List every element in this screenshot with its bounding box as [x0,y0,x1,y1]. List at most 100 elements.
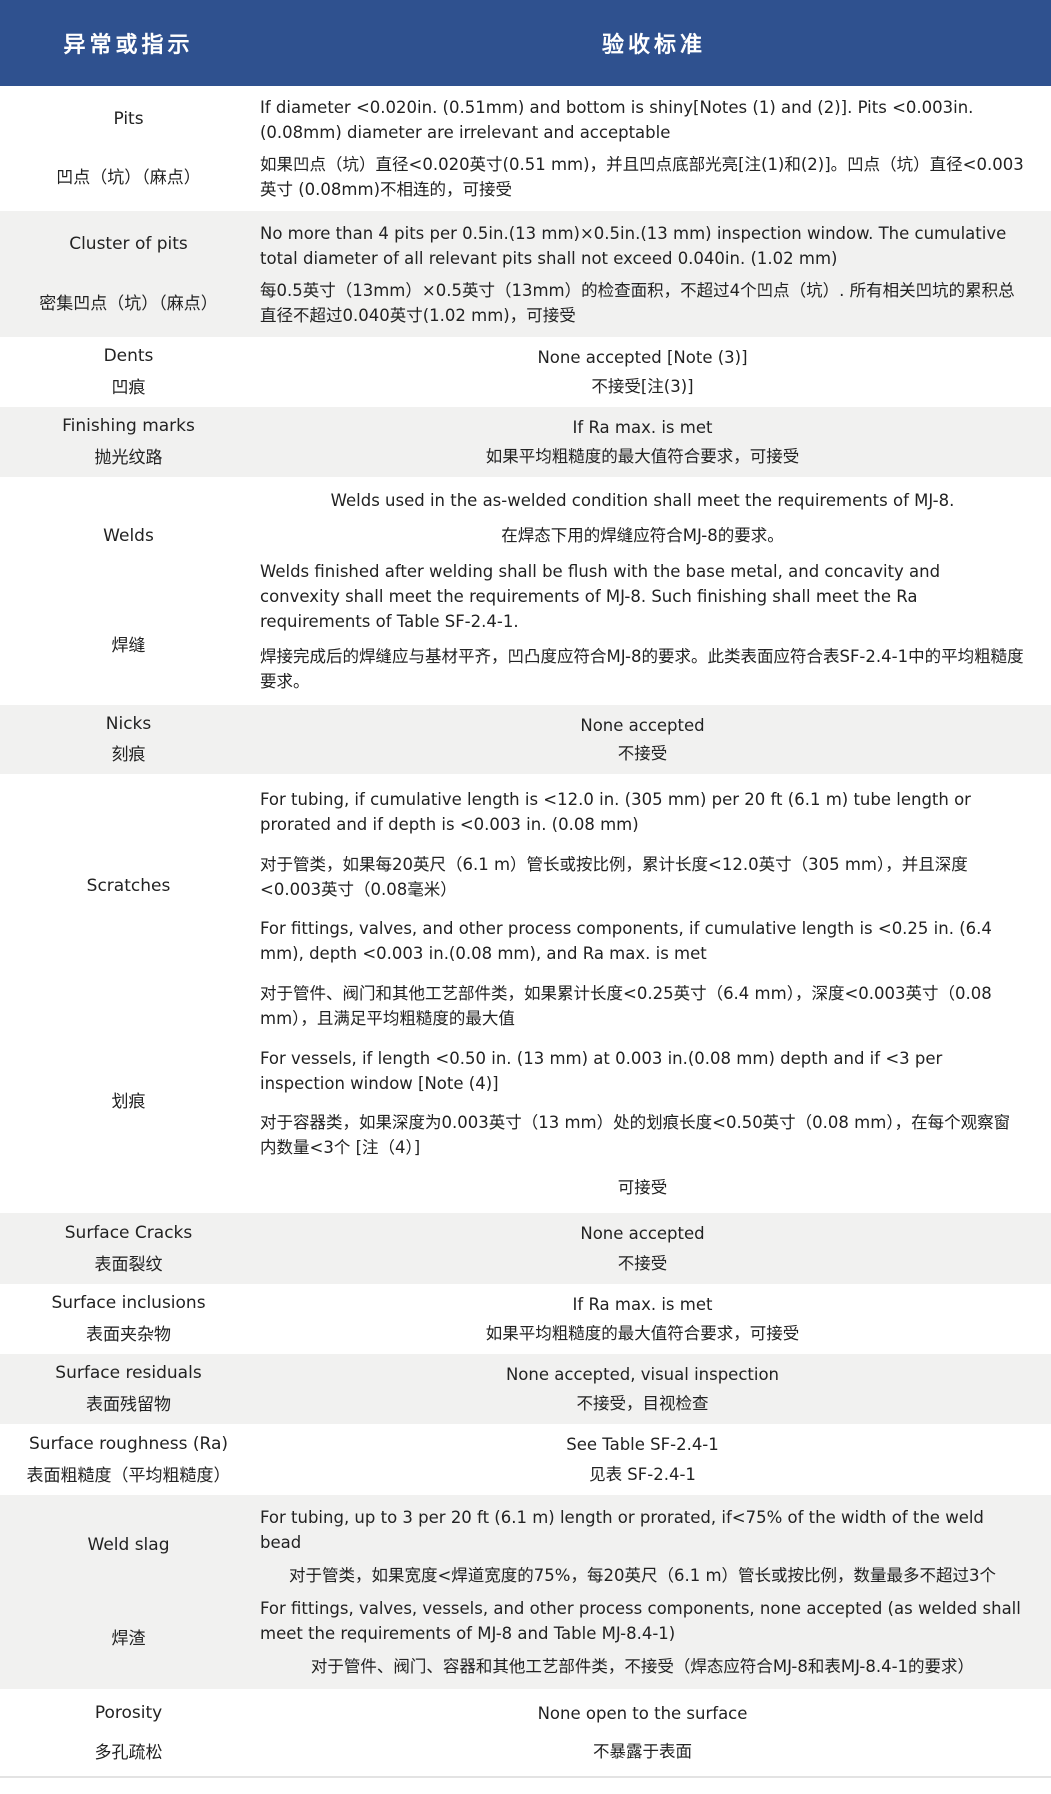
indication-cell: Surface residuals 表面残留物 [0,1354,257,1424]
indication-zh: 密集凹点（坑）（麻点） [39,293,218,314]
criteria-text: None accepted, visual inspection [505,1365,780,1384]
table-row: Surface roughness (Ra) 表面粗糙度（平均粗糙度） See Ta… [0,1424,1051,1495]
indication-en: Surface Cracks [64,1222,193,1243]
indication-en: Welds [103,525,154,546]
criteria-text: For fittings, valves, vessels, and other… [260,1599,1021,1643]
table-row: Porosity 多孔疏松 None open to the surface 不暴露于… [0,1689,1051,1776]
indication-zh: 抛光纹路 [94,447,163,468]
indication-cell: Surface Cracks 表面裂纹 [0,1213,257,1284]
criteria-text: 可接受 [617,1177,668,1197]
table-row: Scratches 划痕 For tubing, if cumulative len… [0,774,1051,1213]
indication-en: Weld slag [87,1535,170,1556]
criteria-cell: See Table SF-2.4-1 见表 SF-2.4-1 [257,1424,1051,1495]
indication-zh: 表面裂纹 [94,1254,163,1275]
criteria-text: 每0.5英寸（13mm）×0.5英寸（13mm）的检查面积，不超过4个凹点（坑）… [260,280,1015,325]
criteria-cell: If Ra max. is met 如果平均粗糙度的最大值符合要求，可接受 [257,407,1051,477]
indication-zh: 表面夹杂物 [86,1324,171,1345]
indication-zh: 焊缝 [111,636,146,657]
criteria-text: For tubing, up to 3 per 20 ft (6.1 m) le… [260,1508,984,1552]
indication-cell: Dents 凹痕 [0,337,257,407]
table-row: Welds 焊缝 Welds used in the as-welded condi… [0,477,1051,705]
criteria-text: None accepted [Note (3)] [537,348,748,367]
indication-cell: Nicks 刻痕 [0,705,257,774]
criteria-text: If Ra max. is met [572,418,713,437]
indication-en: Porosity [94,1702,163,1723]
indication-cell: Surface inclusions 表面夹杂物 [0,1284,257,1354]
indication-zh: 凹痕 [111,377,146,398]
header-indication: 异常或指示 [63,33,194,58]
indication-zh: 表面残留物 [86,1394,171,1415]
indication-cell: Weld slag 焊渣 [0,1495,257,1689]
criteria-text: 对于管类，如果每20英尺（6.1 m）管长或按比例，累计长度<12.0英寸（30… [260,854,968,899]
indication-zh: 凹点（坑）（麻点） [56,168,201,188]
criteria-text: 在焊态下用的焊缝应符合MJ-8的要求。 [501,526,784,546]
indication-en: Surface roughness (Ra) [29,1433,228,1454]
criteria-text: If Ra max. is met [572,1295,713,1314]
table-row: Surface Cracks 表面裂纹 None accepted 不接受 [0,1213,1051,1284]
criteria-text: 见表 SF-2.4-1 [589,1464,696,1484]
table-row: Nicks 刻痕 None accepted 不接受 [0,705,1051,774]
table-row: Finishing marks 抛光纹路 If Ra max. is met 如果平均… [0,407,1051,477]
criteria-text: 不接受 [617,1253,668,1273]
indication-zh: 焊渣 [111,1628,146,1649]
criteria-text: None accepted [580,1224,705,1244]
indication-en: Finishing marks [62,416,195,437]
criteria-text: Welds used in the as-welded condition sh… [330,491,955,511]
criteria-cell: No more than 4 pits per 0.5in.(13 mm)×0.… [257,211,1051,337]
indication-zh: 划痕 [111,1091,146,1112]
criteria-text: 如果平均粗糙度的最大值符合要求，可接受 [485,447,800,466]
indication-zh: 刻痕 [111,745,146,765]
criteria-cell: None accepted, visual inspection 不接受，目视检查 [257,1354,1051,1424]
criteria-cell: Welds used in the as-welded condition sh… [257,477,1051,705]
indication-zh: 表面粗糙度（平均粗糙度） [26,1465,231,1486]
criteria-cell: If Ra max. is met 如果平均粗糙度的最大值符合要求，可接受 [257,1284,1051,1354]
criteria-text: 不接受 [617,744,668,764]
criteria-text: 对于管类，如果宽度<焊道宽度的75%，每20英尺（6.1 m）管长或按比例，数量… [288,1566,997,1585]
indication-cell: Finishing marks 抛光纹路 [0,407,257,477]
criteria-text: 如果凹点（坑）直径<0.020英寸(0.51 mm)，并且凹点底部光亮[注(1)… [260,154,1024,199]
header-acceptance-criteria: 验收标准 [601,33,706,58]
indication-en: Surface inclusions [51,1293,206,1314]
criteria-text: No more than 4 pits per 0.5in.(13 mm)×0.… [260,223,1007,268]
table-row: Pits 凹点（坑）（麻点） If diameter <0.020in. (0.51… [0,86,1051,211]
indication-en: Scratches [86,875,171,896]
indication-en: Dents [103,346,154,367]
criteria-cell: None accepted 不接受 [257,705,1051,774]
table-row: Surface inclusions 表面夹杂物 If Ra max. is met… [0,1284,1051,1354]
table-row: Cluster of pits 密集凹点（坑）（麻点） No more than 4… [0,211,1051,337]
criteria-text: 对于管件、阀门和其他工艺部件类，如果累计长度<0.25英寸（6.4 mm），深度… [260,983,992,1028]
criteria-text: For tubing, if cumulative length is <12.… [260,790,971,835]
indication-cell: Welds 焊缝 [0,477,257,705]
criteria-text: 不接受，目视检查 [576,1394,709,1413]
table-body: Pits 凹点（坑）（麻点） If diameter <0.020in. (0.51… [0,86,1051,1776]
criteria-cell: None accepted [Note (3)] 不接受[注(3)] [257,337,1051,407]
indication-en: Pits [113,109,144,129]
table-row: Dents 凹痕 None accepted [Note (3)] 不接受[注(3)] [0,337,1051,407]
criteria-text: None accepted [580,715,705,735]
indication-cell: Scratches 划痕 [0,774,257,1213]
criteria-cell: None accepted 不接受 [257,1213,1051,1284]
criteria-text: 不接受[注(3)] [591,377,694,396]
indication-cell: Surface roughness (Ra) 表面粗糙度（平均粗糙度） [0,1424,257,1495]
indication-en: Surface residuals [55,1363,202,1384]
criteria-text: For vessels, if length <0.50 in. (13 mm)… [260,1048,943,1093]
indication-cell: Cluster of pits 密集凹点（坑）（麻点） [0,211,257,337]
criteria-text: None open to the surface [537,1704,748,1724]
criteria-cell: For tubing, up to 3 per 20 ft (6.1 m) le… [257,1495,1051,1689]
indication-en: Nicks [105,714,152,734]
criteria-text: 如果平均粗糙度的最大值符合要求，可接受 [485,1324,800,1343]
criteria-text: 不暴露于表面 [593,1741,692,1761]
criteria-text: See Table SF-2.4-1 [566,1435,719,1455]
criteria-text: If diameter <0.020in. (0.51mm) and botto… [260,98,974,143]
criteria-text: 焊接完成后的焊缝应与基材平齐，凹凸度应符合MJ-8的要求。此类表面应符合表SF-… [260,646,1024,691]
table-row: Weld slag 焊渣 For tubing, up to 3 per 20 ft… [0,1495,1051,1689]
criteria-text: 对于管件、阀门、容器和其他工艺部件类，不接受（焊态应符合MJ-8和表MJ-8.4… [310,1657,975,1676]
criteria-text: For fittings, valves, and other process … [260,919,992,964]
table-bottom-border [0,1776,1051,1794]
indication-cell: Porosity 多孔疏松 [0,1689,257,1776]
criteria-cell: If diameter <0.020in. (0.51mm) and botto… [257,86,1051,211]
indication-en: Cluster of pits [69,234,188,255]
criteria-cell: For tubing, if cumulative length is <12.… [257,774,1051,1213]
criteria-text: Welds finished after welding shall be fl… [260,561,941,631]
